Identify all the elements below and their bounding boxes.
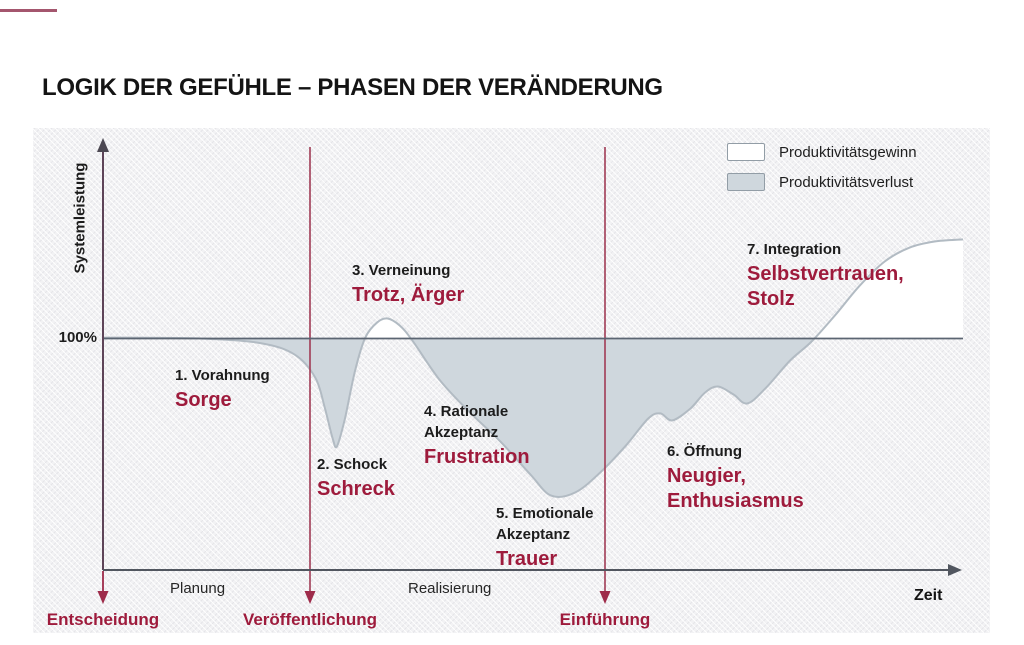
milestone-label-einfuehrung: Einführung [559,610,651,629]
chart-panel [33,128,990,633]
legend: Produktivitätsgewinn Produktivitätsverlu… [727,141,917,201]
page-title: LOGIK DER GEFÜHLE – PHASEN DER VERÄNDERU… [42,74,663,102]
phase-label-3: 3. Verneinung Trotz, Ärger [352,260,464,308]
legend-label: Produktivitätsverlust [779,173,914,191]
milestone-arrow-entscheidung [97,571,109,604]
y-axis [97,138,109,570]
milestone-arrow-veroeffentlichung [304,147,316,604]
timeline-segment-realisierung: Realisierung [408,580,492,597]
phase-label-1: 1. Vorahnung Sorge [175,365,270,413]
phase-name: 3. Verneinung [352,262,451,279]
phase-emotion: Schreck [317,478,395,500]
timeline-segment-planung: Planung [170,580,226,597]
phase-name: 4. Rationale Akzeptanz [424,403,509,441]
phase-name: 2. Schock [317,456,388,473]
phase-name: 6. Öffnung [667,443,742,460]
y-axis-title: Systemleistung [71,162,89,274]
phase-emotion: Selbstvertrauen, Stolz [747,263,904,310]
milestone-label-veroeffentlichung: Veröffentlichung [242,610,378,629]
phase-emotion: Neugier, Enthusiasmus [667,465,804,512]
phase-emotion: Trauer [496,548,558,570]
phase-label-5: 5. Emotionale Akzeptanz Trauer [496,503,606,572]
phase-label-7: 7. Integration Selbstvertrauen, Stolz [747,239,935,312]
legend-item-loss: Produktivitätsverlust [727,171,917,193]
phase-emotion: Trotz, Ärger [352,284,465,306]
phase-label-4: 4. Rationale Akzeptanz Frustration [424,401,530,470]
header-accent-line [0,9,57,12]
x-axis [103,564,962,576]
phase-name: 5. Emotionale Akzeptanz [496,505,594,543]
milestone-arrow-einfuehrung [599,147,611,604]
phase-name: 7. Integration [747,241,842,258]
legend-item-gain: Produktivitätsgewinn [727,141,917,163]
milestone-label-entscheidung: Entscheidung [46,610,160,629]
x-axis-title: Zeit [914,587,943,604]
phase-emotion: Frustration [424,446,530,468]
phase-emotion: Sorge [175,389,232,411]
gain-swatch [727,143,765,161]
baseline-tick-label: 100% [58,329,97,346]
phase-name: 1. Vorahnung [175,367,270,384]
performance-curve [102,238,964,498]
phase-label-2: 2. Schock Schreck [317,454,395,502]
loss-swatch [727,173,765,191]
phase-label-6: 6. Öffnung Neugier, Enthusiasmus [667,441,817,514]
legend-label: Produktivitätsgewinn [779,143,917,161]
